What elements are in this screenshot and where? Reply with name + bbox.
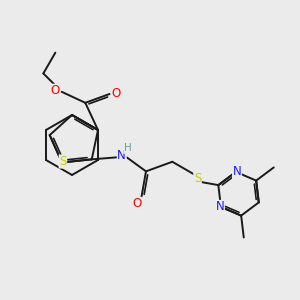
Text: O: O [50,84,59,97]
Text: S: S [59,155,67,168]
Text: H: H [124,143,132,153]
Text: O: O [133,197,142,210]
Text: N: N [216,200,224,213]
Text: S: S [194,172,201,185]
Text: O: O [111,87,120,101]
Text: N: N [232,165,241,178]
Text: N: N [117,149,126,162]
